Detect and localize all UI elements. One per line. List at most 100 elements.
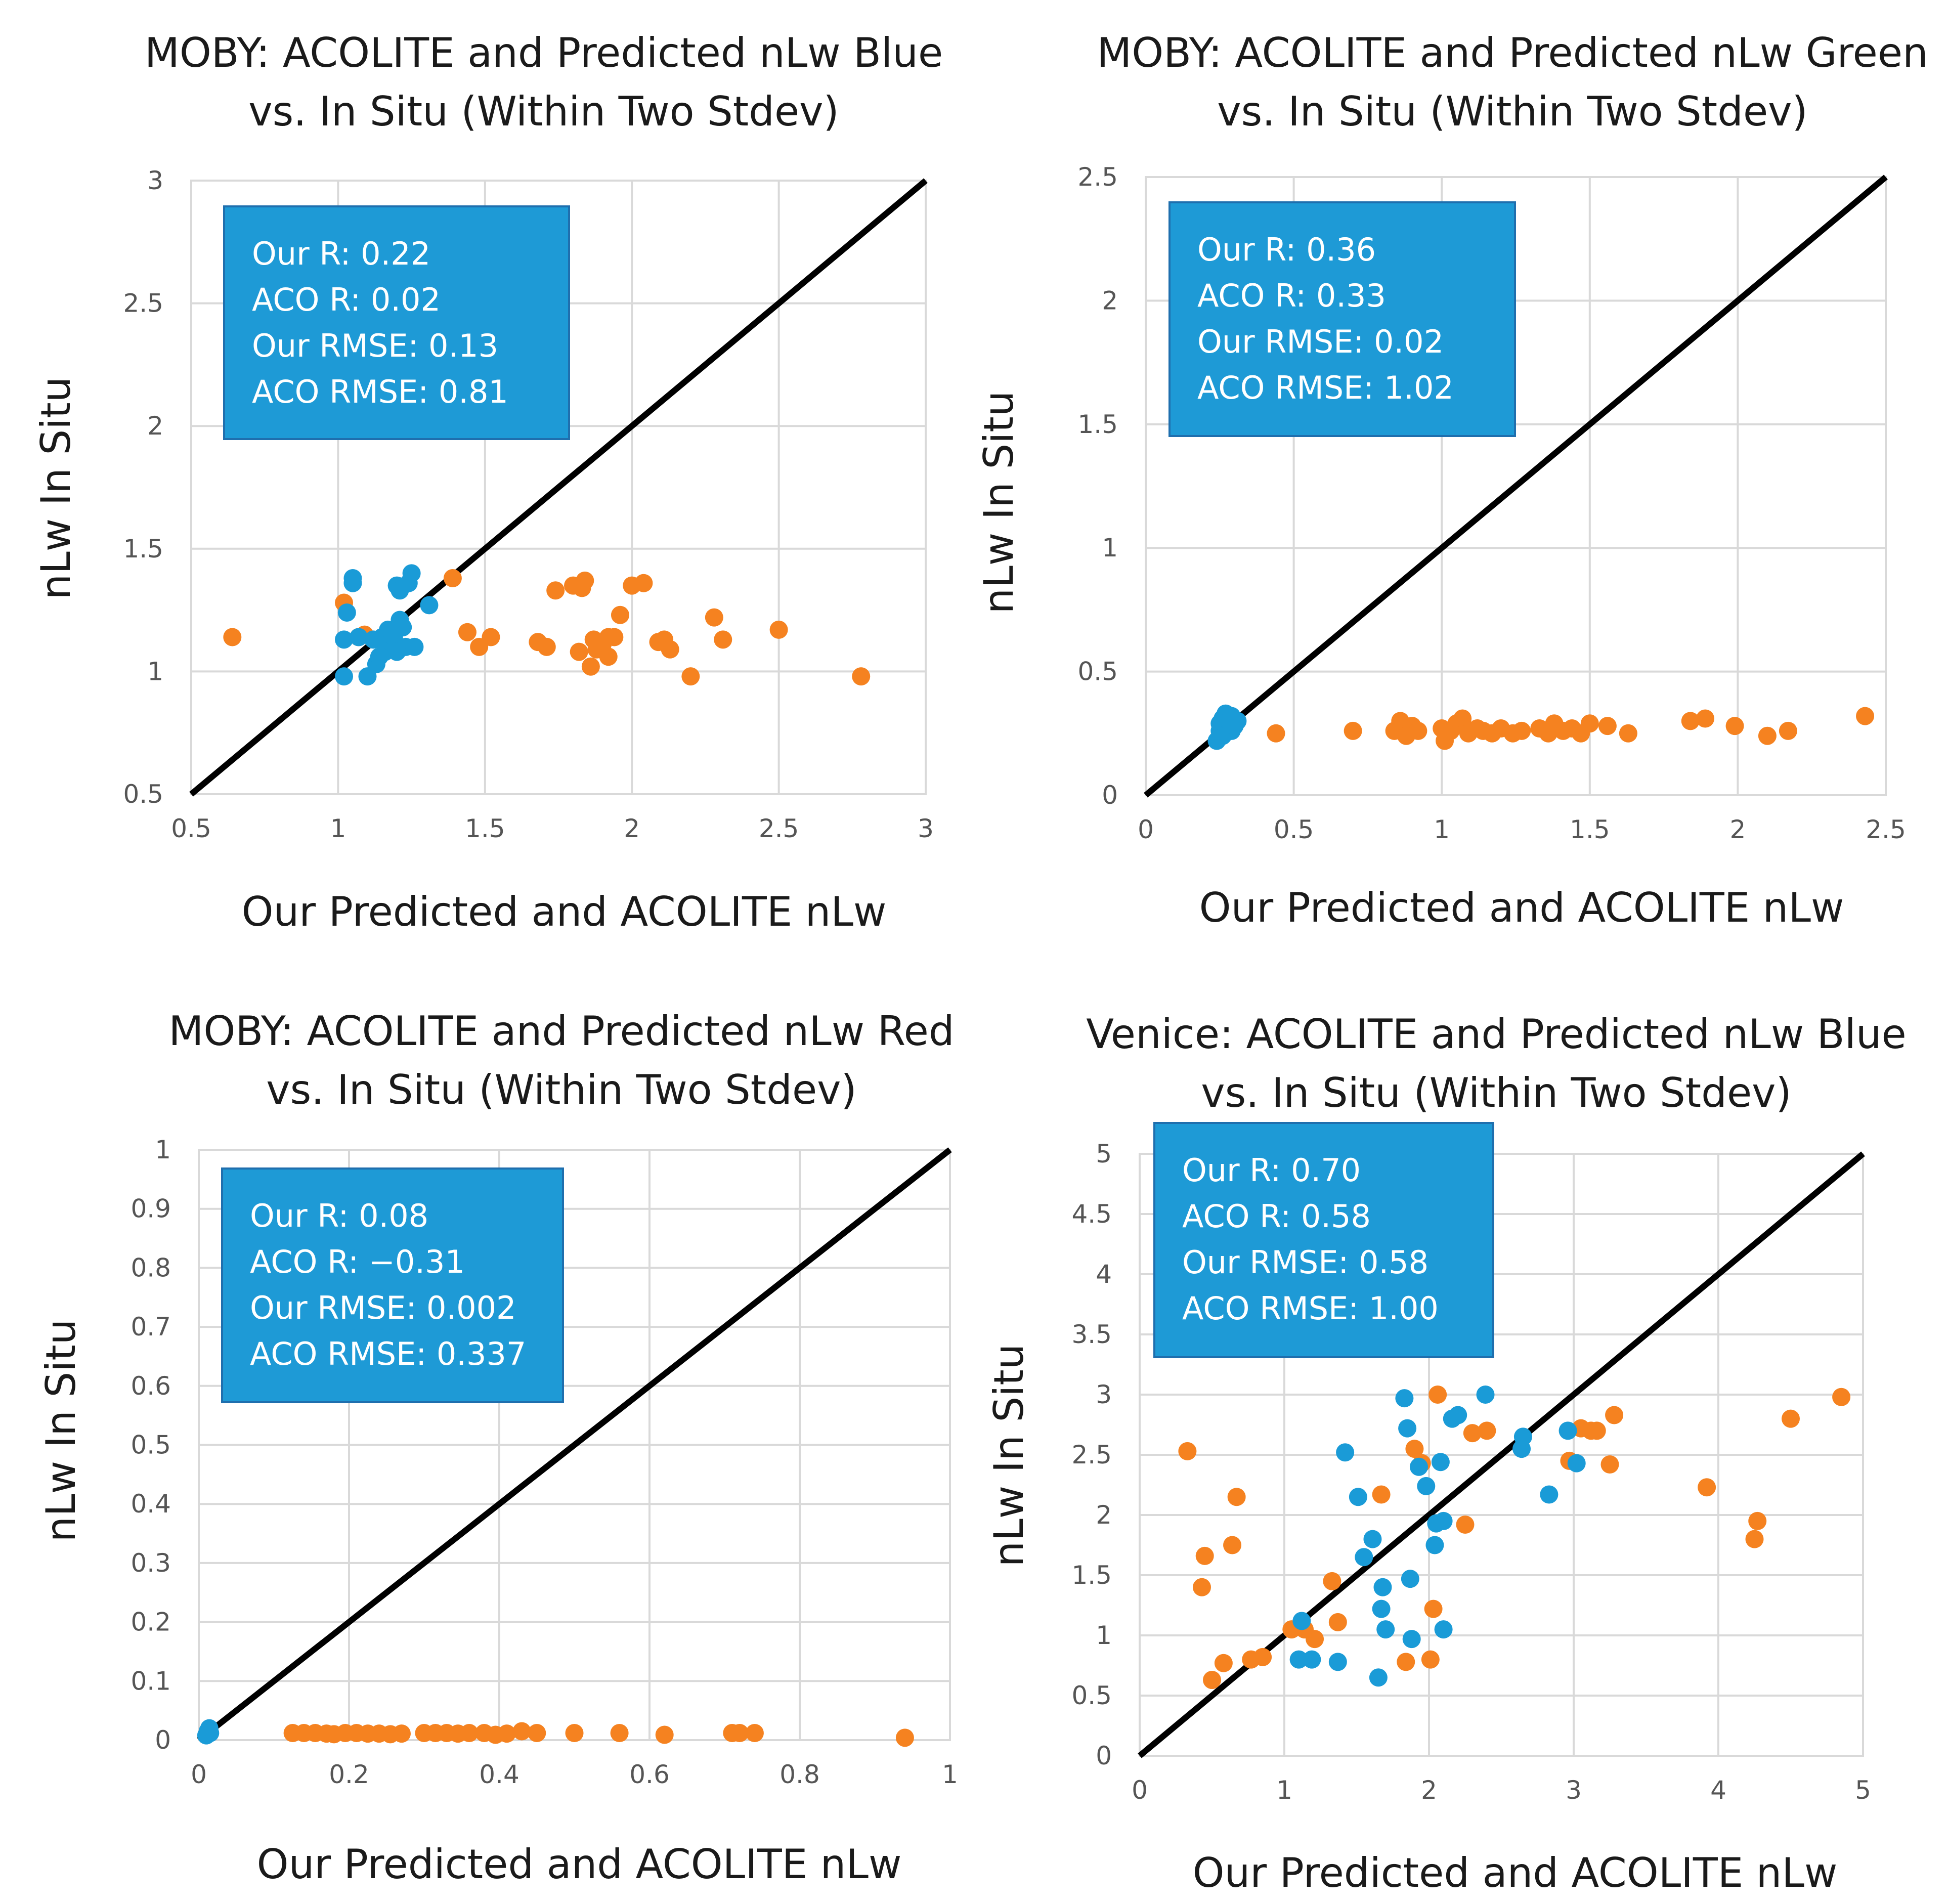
chart-title: MOBY: ACOLITE and Predicted nLw Green <box>1097 29 1928 76</box>
chart-title: vs. In Situ (Within Two Stdev) <box>1217 88 1807 135</box>
acolite-point <box>1598 717 1617 735</box>
x-tick-label: 0.4 <box>479 1760 520 1789</box>
our-predicted-point <box>1292 1612 1311 1630</box>
acolite-point <box>611 605 629 624</box>
stats-line: Our RMSE: 0.002 <box>250 1289 516 1326</box>
x-tick-label: 0 <box>1138 815 1154 844</box>
our-predicted-point <box>335 667 354 686</box>
y-axis-title: nLw In Situ <box>975 391 1022 614</box>
x-tick-label: 1 <box>1276 1776 1292 1805</box>
y-axis-title: nLw In Situ <box>32 377 79 600</box>
acolite-point <box>1267 724 1285 743</box>
x-axis-title: Our Predicted and ACOLITE nLw <box>242 888 887 935</box>
acolite-point <box>895 1728 914 1747</box>
acolite-point <box>1227 1488 1246 1506</box>
our-predicted-point <box>1289 1650 1308 1669</box>
acolite-point <box>661 640 679 659</box>
our-predicted-point <box>405 637 424 656</box>
y-tick-label: 2.5 <box>1071 1440 1112 1469</box>
chart-title: MOBY: ACOLITE and Predicted nLw Red <box>168 1008 954 1055</box>
acolite-point <box>1424 1599 1443 1618</box>
y-tick-label: 3 <box>1096 1380 1112 1409</box>
acolite-point <box>1195 1546 1214 1565</box>
our-predicted-point <box>1328 1653 1347 1671</box>
acolite-point <box>1192 1578 1211 1596</box>
acolite-point <box>1580 714 1599 733</box>
y-tick-label: 0.5 <box>1077 657 1118 686</box>
y-tick-label: 0.6 <box>131 1371 171 1401</box>
y-tick-label: 0 <box>155 1725 171 1755</box>
x-axis-title: Our Predicted and ACOLITE nLw <box>1199 884 1844 931</box>
y-tick-label: 0.4 <box>131 1489 171 1519</box>
y-tick-label: 1 <box>1096 1621 1112 1650</box>
x-tick-label: 0 <box>1132 1776 1148 1805</box>
x-tick-label: 1 <box>330 814 346 843</box>
acolite-point <box>1456 1516 1475 1534</box>
x-tick-label: 2.5 <box>1866 815 1906 844</box>
acolite-point <box>705 608 723 627</box>
series-acolite <box>283 1722 914 1747</box>
our-predicted-point <box>1228 712 1247 730</box>
stats-line: ACO RMSE: 0.81 <box>252 373 508 410</box>
y-tick-label: 5 <box>1096 1139 1112 1169</box>
stats-box <box>223 205 570 440</box>
stats-line: Our RMSE: 0.58 <box>1182 1244 1428 1281</box>
stats-line: Our R: 0.08 <box>250 1197 428 1234</box>
acolite-point <box>1748 1511 1767 1530</box>
our-predicted-point <box>1476 1386 1495 1404</box>
acolite-point <box>460 1723 479 1742</box>
acolite-point <box>1856 707 1875 725</box>
acolite-point <box>1405 1440 1424 1458</box>
stats-line: ACO RMSE: 1.02 <box>1197 369 1454 406</box>
y-axis-title: nLw In Situ <box>985 1344 1032 1567</box>
stats-line: ACO R: 0.33 <box>1197 277 1386 314</box>
our-predicted-point <box>1402 1630 1421 1649</box>
acolite-point <box>605 628 624 646</box>
acolite-point <box>1478 1421 1496 1440</box>
our-predicted-point <box>201 1723 220 1742</box>
stats-line: Our R: 0.22 <box>252 235 430 272</box>
plot-area <box>190 180 927 795</box>
stats-line: ACO RMSE: 0.337 <box>250 1335 526 1372</box>
our-predicted-point <box>1409 1457 1428 1476</box>
x-tick-label: 1.5 <box>465 814 505 843</box>
our-predicted-point <box>350 628 368 646</box>
y-tick-label: 0.7 <box>131 1312 171 1342</box>
our-predicted-point <box>1417 1477 1436 1495</box>
y-tick-label: 0 <box>1096 1741 1112 1770</box>
chart-title: vs. In Situ (Within Two Stdev) <box>266 1066 856 1113</box>
our-predicted-point <box>420 596 439 615</box>
our-predicted-point <box>1369 1668 1388 1687</box>
acolite-point <box>714 630 732 649</box>
x-axis-title: Our Predicted and ACOLITE nLw <box>257 1841 902 1888</box>
acolite-point <box>1409 721 1427 740</box>
acolite-point <box>1214 1654 1233 1672</box>
our-predicted-point <box>1431 1453 1450 1472</box>
acolite-point <box>1323 1572 1341 1590</box>
acolite-point <box>1512 721 1531 740</box>
acolite-point <box>610 1723 629 1742</box>
y-tick-label: 0.5 <box>1071 1681 1112 1710</box>
our-predicted-point <box>1398 1419 1417 1438</box>
our-predicted-point <box>1363 1530 1382 1548</box>
y-tick-label: 3.5 <box>1071 1320 1112 1349</box>
acolite-point <box>482 628 500 646</box>
stats-line: ACO R: 0.02 <box>252 281 441 318</box>
our-predicted-point <box>1449 1406 1467 1424</box>
our-predicted-point <box>1401 1570 1419 1588</box>
chart-title: MOBY: ACOLITE and Predicted nLw Blue <box>145 29 943 76</box>
acolite-point <box>576 571 594 590</box>
y-tick-label: 0.9 <box>131 1194 171 1224</box>
acolite-point <box>745 1723 764 1742</box>
acolite-point <box>1397 1653 1415 1671</box>
x-tick-label: 3 <box>1566 1776 1582 1805</box>
y-tick-label: 1 <box>147 657 163 686</box>
our-predicted-point <box>1513 1427 1532 1446</box>
acolite-point <box>1600 1455 1619 1474</box>
x-tick-label: 0.5 <box>171 814 211 843</box>
acolite-point <box>634 574 653 592</box>
our-predicted-point <box>1376 1620 1395 1639</box>
one-to-one-line <box>197 1147 952 1743</box>
y-tick-label: 3 <box>147 166 163 195</box>
